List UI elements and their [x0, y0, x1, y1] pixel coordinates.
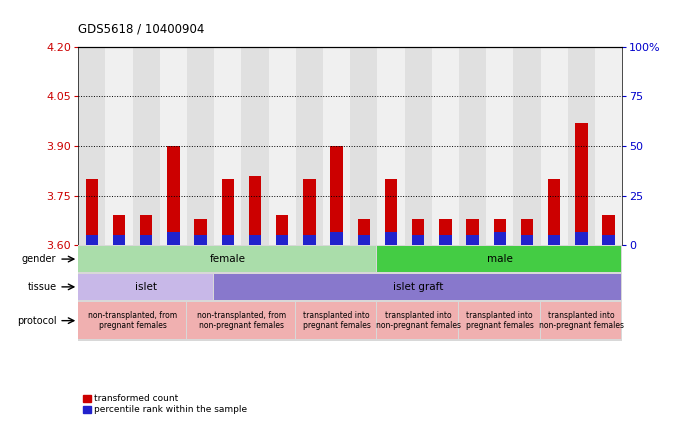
- Text: tissue: tissue: [27, 282, 56, 292]
- Bar: [167, 232, 180, 245]
- Bar: [133, 47, 160, 245]
- Text: non-transplanted, from
pregnant females: non-transplanted, from pregnant females: [88, 311, 177, 330]
- Bar: [187, 47, 214, 245]
- Text: transplanted into
non-pregnant females: transplanted into non-pregnant females: [376, 311, 461, 330]
- Bar: [222, 179, 234, 245]
- Bar: [140, 215, 152, 245]
- Bar: [548, 179, 560, 245]
- Bar: [222, 235, 234, 245]
- Bar: [296, 47, 323, 245]
- Bar: [78, 274, 213, 299]
- Bar: [439, 235, 452, 245]
- Text: islet: islet: [135, 282, 157, 292]
- Bar: [78, 246, 376, 272]
- Text: islet graft: islet graft: [393, 282, 443, 292]
- Bar: [358, 235, 370, 245]
- Bar: [412, 235, 424, 245]
- Text: male: male: [487, 254, 513, 264]
- Bar: [78, 47, 105, 245]
- Bar: [432, 47, 459, 245]
- Text: GDS5618 / 10400904: GDS5618 / 10400904: [78, 23, 205, 36]
- Bar: [541, 302, 621, 339]
- Bar: [113, 215, 125, 245]
- Bar: [167, 146, 180, 245]
- Bar: [385, 179, 397, 245]
- Bar: [548, 235, 560, 245]
- Bar: [377, 47, 405, 245]
- Bar: [160, 47, 187, 245]
- Bar: [86, 235, 98, 245]
- Bar: [602, 215, 615, 245]
- Text: protocol: protocol: [17, 316, 56, 326]
- Bar: [296, 302, 376, 339]
- Bar: [459, 302, 539, 339]
- Bar: [466, 219, 479, 245]
- Bar: [276, 215, 288, 245]
- Bar: [521, 235, 533, 245]
- Bar: [459, 47, 486, 245]
- Bar: [405, 47, 432, 245]
- Bar: [269, 47, 296, 245]
- Bar: [521, 219, 533, 245]
- Bar: [358, 219, 370, 245]
- Bar: [602, 235, 615, 245]
- Legend: transformed count, percentile rank within the sample: transformed count, percentile rank withi…: [83, 395, 248, 414]
- Bar: [486, 47, 513, 245]
- Bar: [377, 302, 458, 339]
- Bar: [385, 232, 397, 245]
- Bar: [194, 219, 207, 245]
- Text: gender: gender: [22, 254, 56, 264]
- Bar: [241, 47, 269, 245]
- Bar: [330, 146, 343, 245]
- Bar: [323, 47, 350, 245]
- Bar: [494, 232, 506, 245]
- Bar: [303, 179, 316, 245]
- Bar: [214, 47, 241, 245]
- Bar: [575, 232, 588, 245]
- Bar: [78, 302, 186, 339]
- Bar: [595, 47, 622, 245]
- Bar: [105, 47, 133, 245]
- Text: transplanted into
pregnant females: transplanted into pregnant females: [466, 311, 534, 330]
- Bar: [140, 235, 152, 245]
- Bar: [113, 235, 125, 245]
- Bar: [412, 219, 424, 245]
- Bar: [214, 274, 621, 299]
- Text: female: female: [210, 254, 245, 264]
- Bar: [330, 232, 343, 245]
- Bar: [303, 235, 316, 245]
- Bar: [187, 302, 294, 339]
- Bar: [575, 123, 588, 245]
- Text: transplanted into
pregnant females: transplanted into pregnant females: [303, 311, 371, 330]
- Bar: [249, 235, 261, 245]
- Bar: [350, 47, 377, 245]
- Bar: [194, 235, 207, 245]
- Text: transplanted into
non-pregnant females: transplanted into non-pregnant females: [539, 311, 624, 330]
- Bar: [513, 47, 541, 245]
- Bar: [568, 47, 595, 245]
- Text: non-transplanted, from
non-pregnant females: non-transplanted, from non-pregnant fema…: [197, 311, 286, 330]
- Bar: [466, 235, 479, 245]
- Bar: [86, 179, 98, 245]
- Bar: [276, 235, 288, 245]
- Bar: [377, 246, 621, 272]
- Bar: [494, 219, 506, 245]
- Bar: [439, 219, 452, 245]
- Bar: [249, 176, 261, 245]
- Bar: [541, 47, 568, 245]
